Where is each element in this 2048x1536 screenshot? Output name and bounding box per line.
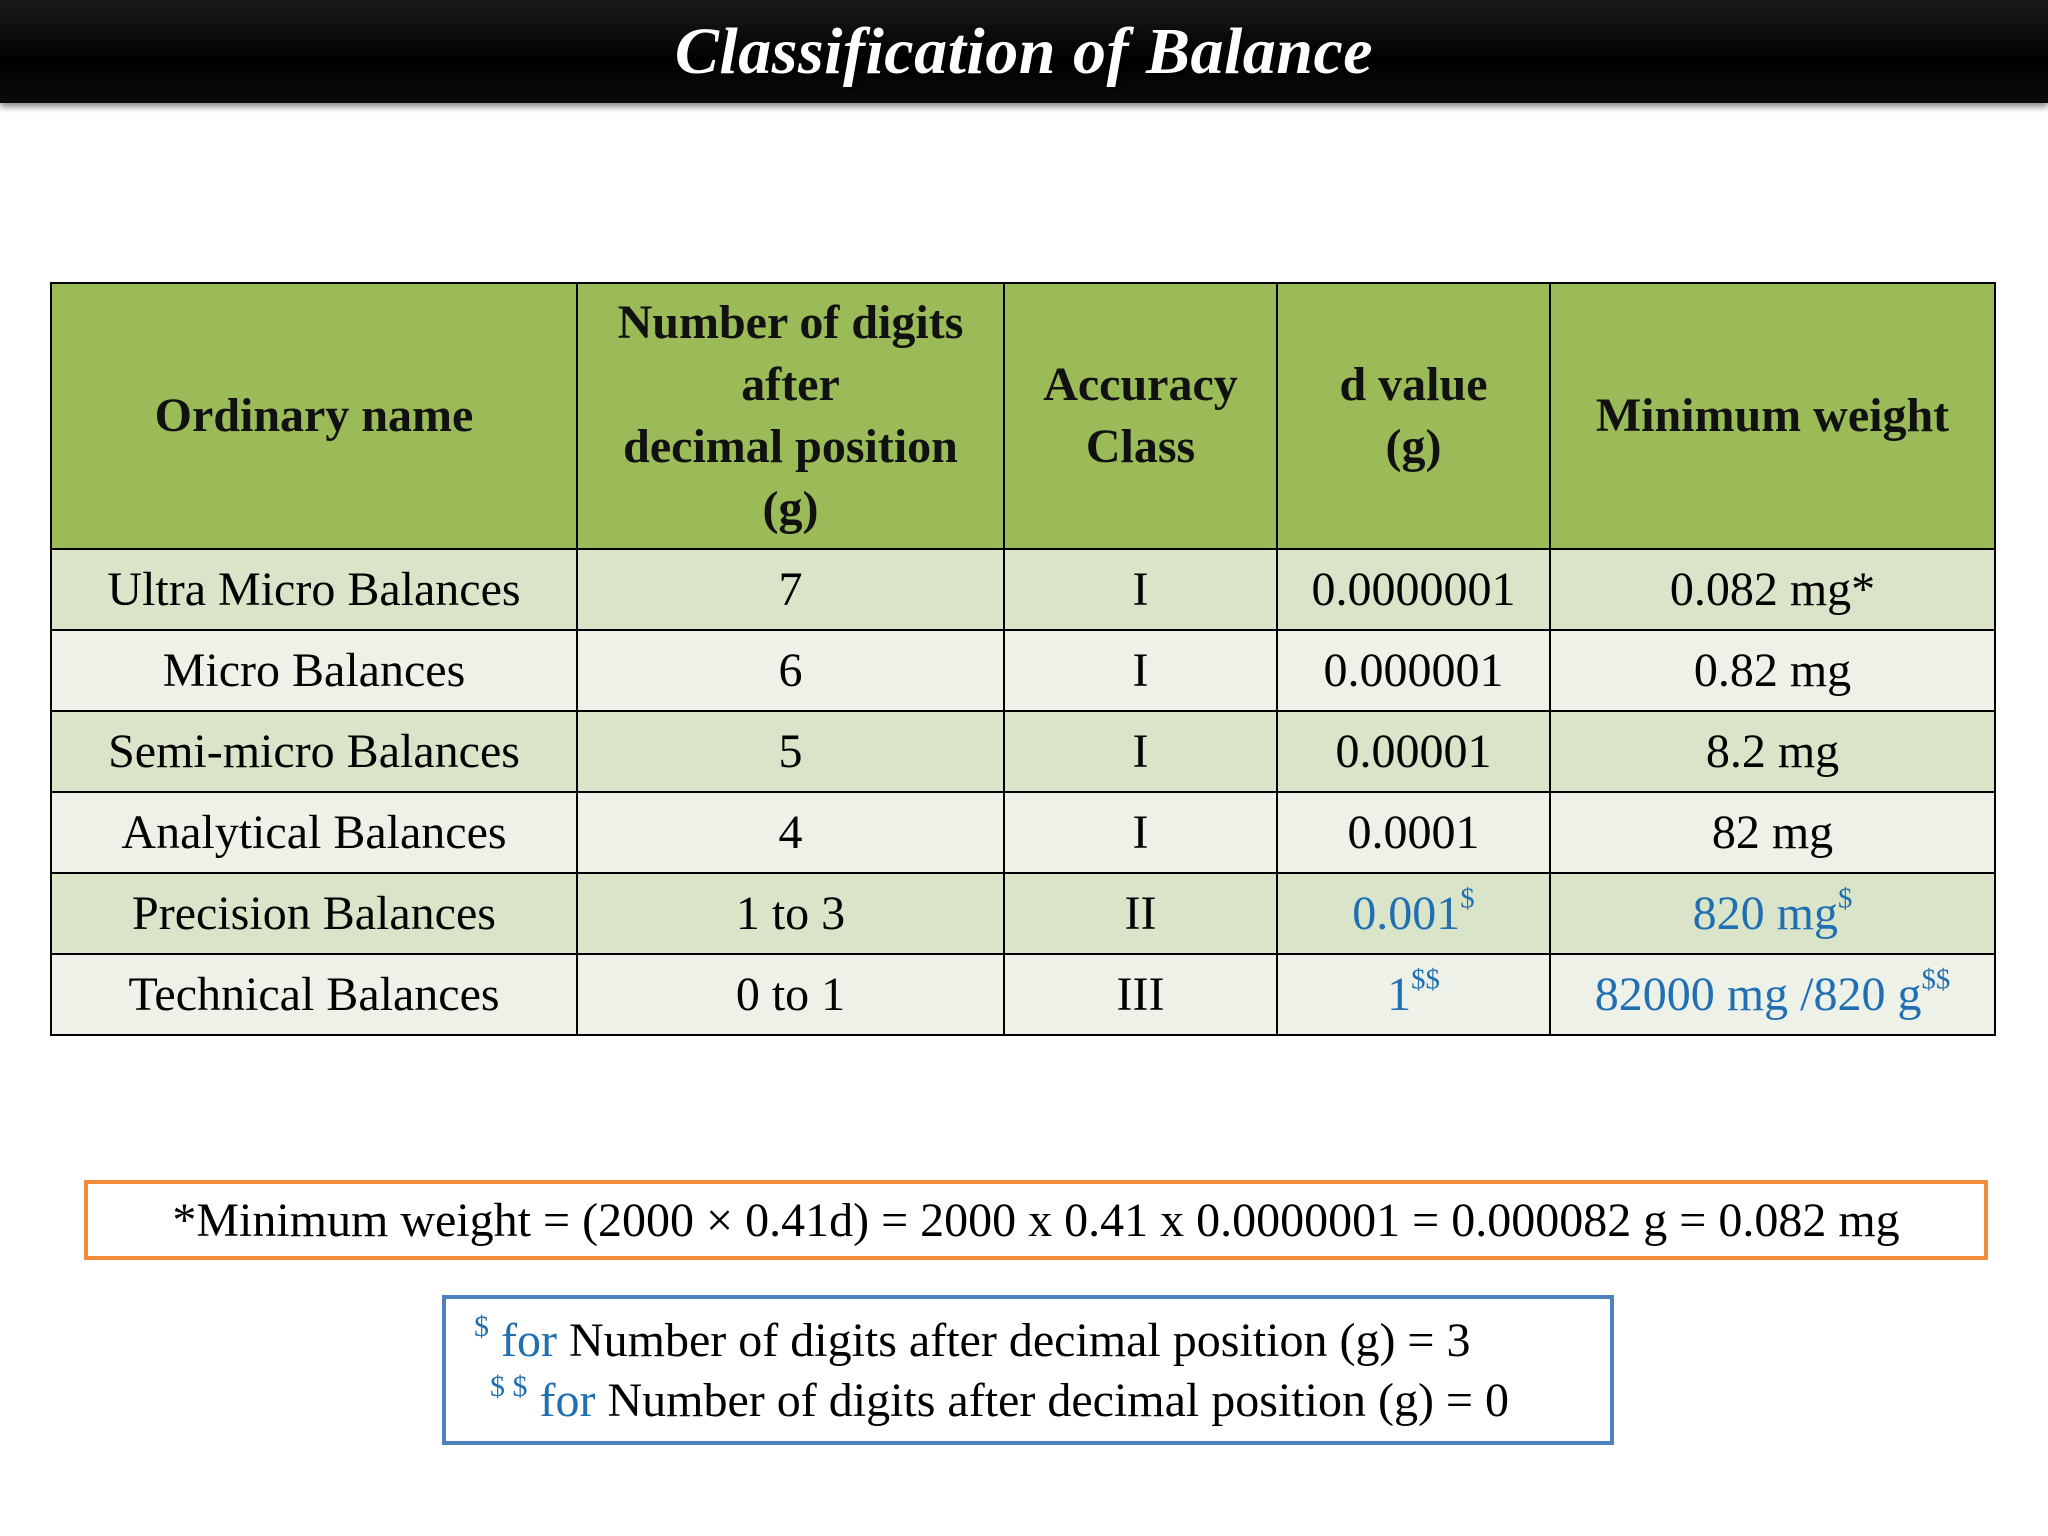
cell-accuracy-class: III <box>1003 953 1278 1036</box>
cell-d-value: 0.0000001 <box>1276 548 1551 631</box>
cell-d-value-text: 0.001 <box>1352 887 1461 940</box>
cell-digits: 0 to 1 <box>576 953 1005 1036</box>
table-row: Micro Balances 6 I 0.000001 0.82 mg <box>50 629 1996 712</box>
cell-d-value-text: 1 <box>1387 968 1412 1021</box>
table-row: Semi-micro Balances 5 I 0.00001 8.2 mg <box>50 710 1996 793</box>
header-accuracy-class: Accuracy Class <box>1003 282 1278 550</box>
cell-minimum-weight: 0.82 mg <box>1549 629 1996 712</box>
cell-ordinary-name: Semi-micro Balances <box>50 710 578 793</box>
cell-d-value: 1$$ <box>1276 953 1551 1036</box>
footnote-for: for <box>539 1374 596 1427</box>
cell-digits: 5 <box>576 710 1005 793</box>
header-minimum-weight: Minimum weight <box>1549 282 1996 550</box>
header-ordinary-name: Ordinary name <box>50 282 578 550</box>
footnote-double-dollar: $ $ for Number of digits after decimal po… <box>446 1371 1610 1431</box>
cell-d-value-text: 0.0000001 <box>1311 563 1516 616</box>
title-bar: Classification of Balance <box>0 0 2048 103</box>
header-d-value: d value (g) <box>1276 282 1551 550</box>
cell-d-value: 0.0001 <box>1276 791 1551 874</box>
table-row: Precision Balances 1 to 3 II 0.001$ 820 mg$ <box>50 872 1996 955</box>
cell-ordinary-name: Analytical Balances <box>50 791 578 874</box>
footnote-text: Number of digits after decimal position … <box>595 1374 1509 1427</box>
cell-d-value-text: 0.000001 <box>1323 644 1504 697</box>
cell-minimum-weight: 82 mg <box>1549 791 1996 874</box>
table-row: Analytical Balances 4 I 0.0001 82 mg <box>50 791 1996 874</box>
cell-accuracy-class: I <box>1003 548 1278 631</box>
cell-minimum-weight-text: 8.2 mg <box>1705 725 1840 778</box>
cell-ordinary-name: Technical Balances <box>50 953 578 1036</box>
balance-classification-table: Ordinary name Number of digits after dec… <box>50 282 1996 1036</box>
cell-accuracy-class: II <box>1003 872 1278 955</box>
cell-d-value: 0.001$ <box>1276 872 1551 955</box>
cell-minimum-weight-text: 0.082 mg* <box>1669 563 1876 616</box>
footnote-mark: $ $ <box>490 1370 528 1403</box>
cell-accuracy-class: I <box>1003 710 1278 793</box>
cell-minimum-weight-text: 82 mg <box>1711 806 1834 859</box>
cell-digits: 1 to 3 <box>576 872 1005 955</box>
footnote-marker: $ <box>1837 882 1853 915</box>
cell-accuracy-class: I <box>1003 791 1278 874</box>
cell-minimum-weight: 82000 mg /820 g$$ <box>1549 953 1996 1036</box>
cell-digits: 7 <box>576 548 1005 631</box>
table-row: Technical Balances 0 to 1 III 1$$ 82000 mg /… <box>50 953 1996 1036</box>
footnote-for: for <box>501 1314 557 1367</box>
footnote-text: Number of digits after decimal position … <box>556 1314 1471 1367</box>
cell-minimum-weight: 820 mg$ <box>1549 872 1996 955</box>
cell-ordinary-name: Ultra Micro Balances <box>50 548 578 631</box>
cell-ordinary-name: Precision Balances <box>50 872 578 955</box>
cell-d-value: 0.000001 <box>1276 629 1551 712</box>
page-title: Classification of Balance <box>674 14 1374 88</box>
cell-ordinary-name: Micro Balances <box>50 629 578 712</box>
cell-minimum-weight-text: 82000 mg /820 g <box>1594 968 1922 1021</box>
cell-accuracy-class: I <box>1003 629 1278 712</box>
cell-digits: 4 <box>576 791 1005 874</box>
footnote-marker: $ <box>1460 882 1475 915</box>
cell-minimum-weight: 0.082 mg* <box>1549 548 1996 631</box>
table-body: Ultra Micro Balances 7 I 0.0000001 0.082 mg*… <box>50 548 1996 1036</box>
cell-minimum-weight: 8.2 mg <box>1549 710 1996 793</box>
cell-d-value: 0.00001 <box>1276 710 1551 793</box>
cell-digits: 6 <box>576 629 1005 712</box>
cell-d-value-text: 0.0001 <box>1347 806 1480 859</box>
header-digits-after-decimal: Number of digits after decimal position … <box>576 282 1005 550</box>
cell-d-value-text: 0.00001 <box>1335 725 1492 778</box>
cell-minimum-weight-text: 0.82 mg <box>1693 644 1852 697</box>
cell-minimum-weight-text: 820 mg <box>1692 887 1838 940</box>
minimum-weight-formula: *Minimum weight = (2000 × 0.41d) = 2000 … <box>172 1193 1900 1247</box>
table-row: Ultra Micro Balances 7 I 0.0000001 0.082 mg* <box>50 548 1996 631</box>
minimum-weight-formula-box: *Minimum weight = (2000 × 0.41d) = 2000 … <box>84 1180 1988 1260</box>
footnote-box: $ for Number of digits after decimal posi… <box>442 1295 1614 1445</box>
footnote-mark: $ <box>474 1310 489 1343</box>
footnote-marker: $$ <box>1411 963 1440 996</box>
table-header-row: Ordinary name Number of digits after dec… <box>50 282 1996 550</box>
footnote-marker: $$ <box>1921 963 1951 996</box>
footnote-single-dollar: $ for Number of digits after decimal posi… <box>446 1311 1610 1371</box>
